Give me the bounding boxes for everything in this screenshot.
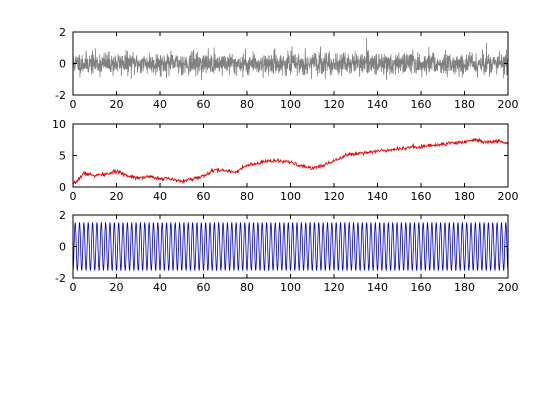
x-tick-label: 140: [367, 98, 388, 111]
x-tick-label: 100: [280, 98, 301, 111]
x-tick-label: 0: [70, 190, 77, 203]
y-tick-label: -2: [55, 89, 66, 102]
y-tick-label: 0: [59, 241, 66, 254]
x-tick-label: 60: [197, 281, 211, 294]
x-tick-label: 140: [367, 281, 388, 294]
x-tick-label: 40: [153, 98, 167, 111]
x-tick-label: 60: [197, 98, 211, 111]
y-tick-label: 0: [59, 58, 66, 71]
x-tick-label: 80: [240, 98, 254, 111]
x-tick-label: 180: [454, 281, 475, 294]
x-tick-label: 120: [324, 281, 345, 294]
series-line: [73, 38, 508, 81]
x-tick-label: 80: [240, 190, 254, 203]
x-tick-label: 160: [411, 98, 432, 111]
y-tick-label: 10: [52, 118, 66, 131]
subplot-2: 0 20 40 60 80 100 120 140 160 180 200 0 5 10: [52, 118, 519, 203]
x-tick-label: 20: [110, 98, 124, 111]
x-tick-label: 160: [411, 190, 432, 203]
x-tick-label: 200: [498, 281, 519, 294]
x-tick-label: 60: [197, 190, 211, 203]
x-tick-label: 100: [280, 190, 301, 203]
y-tick-label: -2: [55, 272, 66, 285]
x-tick-label: 80: [240, 281, 254, 294]
y-tick-label: 5: [59, 150, 66, 163]
x-tick-label: 200: [498, 190, 519, 203]
x-tick-label: 100: [280, 281, 301, 294]
y-tick-label: 0: [59, 181, 66, 194]
y-tick-label: 2: [59, 26, 66, 39]
subplot-3: 0 20 40 60 80 100 120 140 160 180 200 -2 0 2: [55, 209, 518, 294]
subplot-1: 0 20 40 60 80 100 120 140 160 180 200 -2 0 2: [55, 26, 518, 111]
x-tick-label: 120: [324, 190, 345, 203]
x-tick-label: 120: [324, 98, 345, 111]
x-tick-label: 0: [70, 281, 77, 294]
x-tick-label: 200: [498, 98, 519, 111]
series-line: [73, 137, 508, 185]
x-tick-label: 0: [70, 98, 77, 111]
x-tick-label: 40: [153, 281, 167, 294]
series-line: [73, 221, 508, 272]
x-tick-label: 180: [454, 190, 475, 203]
x-tick-label: 20: [110, 190, 124, 203]
y-tick-label: 2: [59, 209, 66, 222]
x-tick-label: 180: [454, 98, 475, 111]
x-tick-label: 160: [411, 281, 432, 294]
x-tick-label: 140: [367, 190, 388, 203]
x-tick-label: 40: [153, 190, 167, 203]
x-tick-label: 20: [110, 281, 124, 294]
